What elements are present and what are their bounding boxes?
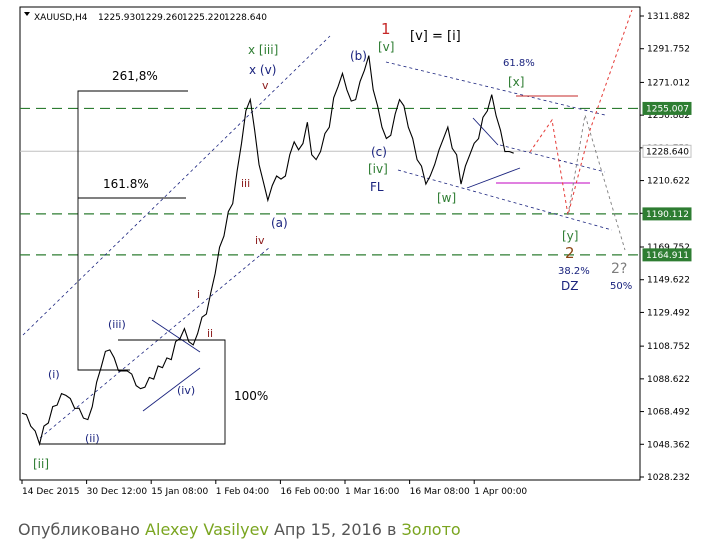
fib-boxes (40, 90, 226, 445)
wave-i-paren-label: (i) (48, 368, 60, 381)
wave-y-label: [y] (562, 229, 578, 243)
header-low: 1225.220 (182, 13, 225, 23)
wave-iii-small-label: iii (241, 177, 250, 190)
y-axis: 1311.8821291.7521271.0121250.8821230.752… (640, 12, 690, 483)
level-price-tag (642, 207, 692, 221)
wave-fl-label: FL (370, 180, 384, 194)
caption-prefix: Опубликовано (18, 520, 140, 539)
channel-small-2 (142, 367, 201, 412)
author-link[interactable]: Alexey Vasilyev (145, 520, 269, 539)
fib-161-label: 161.8% (103, 177, 149, 191)
wave-b-label: (b) (350, 49, 367, 63)
wave-iv-paren-label: (iv) (177, 384, 195, 397)
level-price-tag (642, 101, 692, 115)
wave-i-small-label: i (197, 288, 200, 301)
wave-iv-bracket-label: [iv] (368, 162, 388, 176)
wave-w-label: [w] (437, 191, 456, 205)
level-price-label: 1228.640 (646, 147, 689, 157)
fib-618-label: 61.8% (503, 58, 535, 69)
fib-50-label: 50% (610, 281, 632, 292)
channel-b-upper (385, 61, 606, 116)
channel-small-1 (151, 319, 201, 353)
x-tick-label: 1 Feb 04:00 (216, 487, 270, 497)
wave-two-q-label: 2? (611, 261, 627, 277)
x-tick-label: 30 Dec 12:00 (87, 487, 148, 497)
channel-lines (22, 35, 613, 439)
fib-382-label: 38.2% (558, 266, 590, 277)
plot-frame (19, 6, 641, 481)
category-link[interactable]: Золото (401, 520, 461, 539)
header-high: 1229.260 (140, 13, 183, 23)
y-tick-label: 1311.882 (647, 12, 690, 22)
level-price-label: 1164.911 (646, 251, 689, 261)
x-tick-label: 16 Mar 08:00 (410, 487, 470, 497)
projection-paths (529, 9, 633, 251)
y-tick-label: 1291.752 (647, 45, 690, 55)
wave-ii-bracket-label: [ii] (33, 457, 49, 471)
x-tick-label: 1 Apr 00:00 (474, 487, 527, 497)
x-tick-label: 15 Jan 08:00 (151, 487, 208, 497)
level-price-label: 1190.112 (646, 210, 689, 220)
y-tick-label: 1271.012 (647, 78, 690, 88)
publication-caption: Опубликовано Alexey Vasilyev Апр 15, 201… (18, 520, 461, 539)
y-tick-label: 1210.622 (647, 177, 690, 187)
wave-x-iii-label: x [iii] (248, 43, 278, 57)
x-tick-label: 16 Feb 00:00 (280, 487, 339, 497)
fib-261-label: 261,8% (112, 69, 158, 83)
resistance-lines (496, 95, 590, 184)
y-tick-label: 1088.622 (647, 375, 690, 385)
y-tick-label: 1108.752 (647, 342, 690, 352)
price-levels: 1255.007 1190.112 1164.911 1228.640 (20, 101, 692, 262)
channel-lower-long (39, 246, 271, 439)
level-price-tag (642, 248, 692, 262)
level-price-label: 1255.007 (646, 104, 689, 114)
channel-small-4 (466, 167, 521, 189)
wave-ii-paren-label: (ii) (85, 432, 100, 445)
channel-small-3 (472, 117, 499, 146)
wave-c-label: (c) (371, 145, 387, 159)
wave-v-small-label: v (262, 79, 269, 92)
wave-one-label: 1 (381, 20, 391, 38)
wave-dz-label: DZ (561, 279, 578, 293)
y-tick-label: 1169.752 (647, 243, 690, 253)
wave-iv-small-label: iv (255, 234, 265, 247)
chart-header: XAUUSD,H4 1225.930 1229.260 1225.220 122… (24, 12, 267, 23)
channel-upper-long (22, 35, 331, 336)
y-tick-label: 1250.882 (647, 111, 690, 121)
x-tick-label: 1 Mar 16:00 (345, 487, 400, 497)
wave-v-eq-i-label: [v] = [i] (410, 29, 461, 44)
x-tick-label: 14 Dec 2015 (22, 487, 80, 497)
wave-a-label: (a) (271, 216, 288, 230)
wave-labels: 261,8% 161.8% 100% 61.8% 38.2% 50% x [ii… (33, 20, 632, 471)
header-close: 1228.640 (224, 13, 267, 23)
price-chart: XAUUSD,H4 1225.930 1229.260 1225.220 122… (19, 6, 692, 497)
x-axis: 14 Dec 2015 30 Dec 12:00 15 Jan 08:00 1 Feb… (21, 480, 527, 497)
y-tick-label: 1068.492 (647, 408, 690, 418)
header-open: 1225.930 (98, 13, 141, 23)
wave-two-label: 2 (565, 244, 575, 262)
caption-in-word: в (386, 520, 397, 539)
projection-red-path (529, 9, 633, 216)
wave-v-bracket-label: [v] (378, 40, 394, 54)
header-arrow-icon (24, 12, 30, 16)
header-symbol: XAUUSD,H4 (34, 13, 88, 23)
y-tick-label: 1048.362 (647, 440, 690, 450)
wave-x-label: [x] (508, 75, 524, 89)
fib-box-100 (40, 339, 226, 445)
fib-100-label: 100% (234, 389, 268, 403)
channel-b-inner (499, 144, 606, 173)
wave-ii-small-label: ii (207, 327, 213, 340)
wave-iii-paren-label: (iii) (108, 318, 126, 331)
caption-date: Апр 15, 2016 (273, 520, 382, 539)
fib-box-261 (77, 90, 188, 371)
y-tick-label: 1149.622 (647, 276, 690, 286)
current-price-tag (642, 144, 692, 158)
wave-x-v-label: x (v) (249, 63, 276, 77)
price-series-line (21, 55, 514, 447)
y-tick-label: 1028.232 (647, 473, 690, 483)
channel-b-mid (397, 169, 613, 231)
y-tick-label: 1129.492 (647, 308, 690, 318)
